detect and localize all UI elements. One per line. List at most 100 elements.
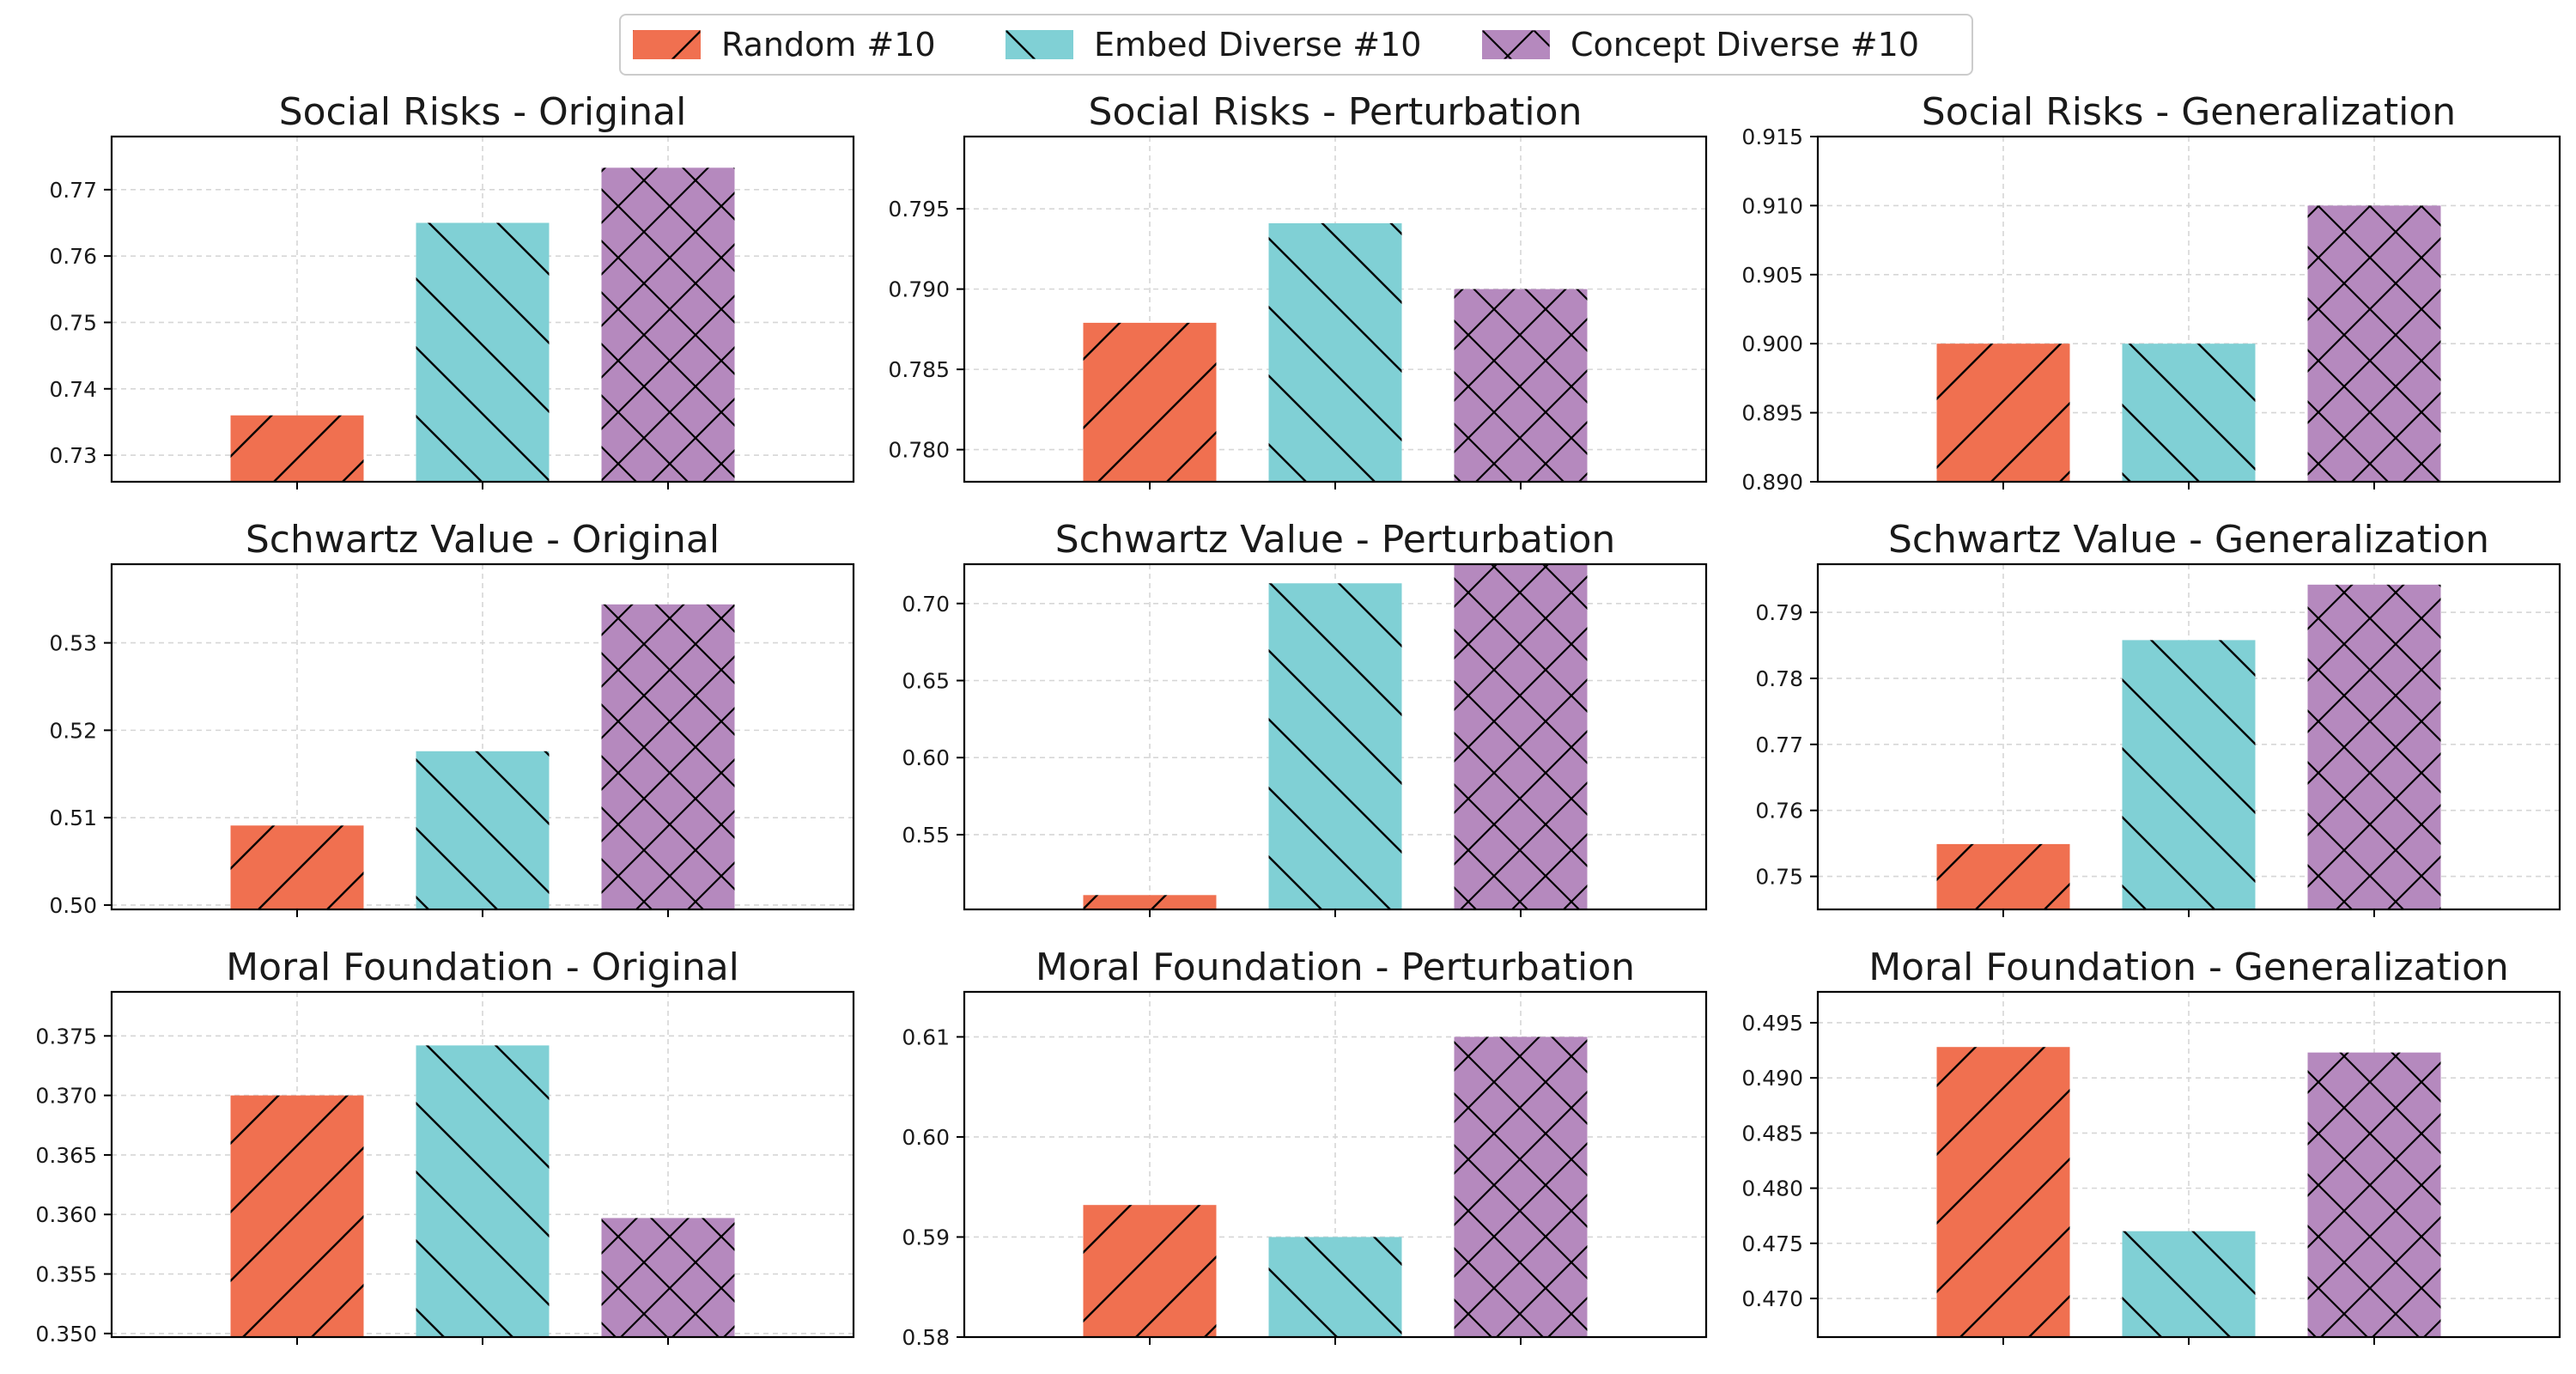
y-tick-label: 0.77 (1755, 733, 1803, 757)
y-tick-label: 0.52 (49, 718, 97, 743)
chart-panel: 0.75 0.76 0.77 0.78 0.79 Schwartz Value - Gen… (1755, 518, 2561, 917)
bars (230, 1045, 735, 1337)
chart-panel: 0.350 0.355 0.360 0.365 0.370 0.375 Moral Foun… (35, 945, 855, 1347)
bar-embed-diverse (2122, 1231, 2256, 1337)
bar-embed-diverse (416, 751, 550, 909)
y-tick-label: 0.60 (902, 1125, 950, 1150)
y-tick-label: 0.355 (35, 1262, 97, 1287)
bar-random (230, 1095, 364, 1337)
y-tick-label: 0.895 (1741, 401, 1803, 426)
y-tick-label: 0.76 (1755, 799, 1803, 824)
y-tick-label: 0.375 (35, 1024, 97, 1049)
y-tick-label: 0.53 (49, 631, 97, 656)
y-tick-label: 0.77 (49, 178, 97, 203)
bar-embed-diverse (1268, 583, 1402, 909)
legend-swatch-random (633, 30, 701, 59)
y-tick-label: 0.490 (1741, 1066, 1803, 1091)
bar-concept-diverse (601, 1218, 735, 1337)
y-tick-label: 0.55 (902, 823, 950, 848)
y-tick-label: 0.365 (35, 1143, 97, 1168)
panel-title: Social Risks - Original (279, 90, 687, 134)
y-tick-label: 0.915 (1741, 125, 1803, 149)
y-tick-label: 0.900 (1741, 331, 1803, 356)
bar-random (1936, 344, 2070, 482)
y-tick-label: 0.74 (49, 377, 97, 402)
bar-concept-diverse (2307, 584, 2441, 909)
panel-title: Moral Foundation - Generalization (1868, 945, 2509, 989)
legend-item-random: Random #10 (633, 15, 936, 74)
bar-embed-diverse (1268, 1237, 1402, 1337)
legend-label-embed-diverse: Embed Diverse #10 (1094, 26, 1422, 64)
y-tick-label: 0.79 (1755, 600, 1803, 625)
legend-label-concept-diverse: Concept Diverse #10 (1571, 26, 1919, 64)
bar-random (1936, 1047, 2070, 1337)
panel-title: Schwartz Value - Generalization (1888, 518, 2489, 562)
y-tick-label: 0.70 (902, 592, 950, 617)
y-tick-label: 0.60 (902, 745, 950, 770)
y-tick-label: 0.890 (1741, 470, 1803, 495)
bar-concept-diverse (601, 167, 735, 482)
bar-random (1083, 322, 1217, 482)
panel-title: Schwartz Value - Perturbation (1055, 518, 1616, 562)
bars (1936, 205, 2441, 482)
y-tick-label: 0.78 (1755, 666, 1803, 691)
bar-random (1936, 843, 2070, 909)
y-tick-label: 0.73 (49, 443, 97, 468)
y-tick-label: 0.61 (902, 1024, 950, 1049)
y-tick-label: 0.480 (1741, 1176, 1803, 1201)
panel-title: Moral Foundation - Original (226, 945, 739, 989)
bar-random (1083, 1205, 1217, 1337)
legend-item-concept-diverse: Concept Diverse #10 (1482, 15, 1919, 74)
bars (1083, 1037, 1588, 1337)
panel-title: Schwartz Value - Original (246, 518, 720, 562)
y-tick-label: 0.780 (888, 438, 950, 463)
panel-title: Moral Foundation - Perturbation (1036, 945, 1635, 989)
y-tick-label: 0.350 (35, 1322, 97, 1347)
chart-panel: 0.780 0.785 0.790 0.795 Social Risks - Pertu… (888, 90, 1708, 489)
y-tick-label: 0.51 (49, 806, 97, 830)
bar-concept-diverse (601, 604, 735, 909)
bars (230, 167, 735, 482)
bar-concept-diverse (2307, 205, 2441, 482)
legend-item-embed-diverse: Embed Diverse #10 (1005, 15, 1421, 74)
bars (230, 604, 735, 909)
legend-label-random: Random #10 (721, 26, 936, 64)
chart-panel: 0.470 0.475 0.480 0.485 0.490 0.495 Moral Foun… (1741, 945, 2561, 1345)
y-tick-label: 0.485 (1741, 1121, 1803, 1146)
y-tick-label: 0.790 (888, 277, 950, 302)
bar-embed-diverse (2122, 640, 2256, 909)
y-tick-label: 0.795 (888, 197, 950, 222)
bars (1936, 1047, 2441, 1337)
y-tick-label: 0.475 (1741, 1231, 1803, 1256)
chart-panel: 0.50 0.51 0.52 0.53 Schwartz Value - Origina… (49, 518, 855, 918)
y-tick-label: 0.75 (1755, 865, 1803, 890)
y-tick-label: 0.59 (902, 1225, 950, 1249)
chart-panel: 0.55 0.60 0.65 0.70 Schwartz Value - Perturb… (902, 518, 1708, 917)
legend-swatch-embed-diverse (1005, 30, 1073, 59)
bar-random (230, 415, 364, 482)
bar-random (230, 825, 364, 909)
bar-embed-diverse (416, 1045, 550, 1337)
bars (1083, 564, 1588, 909)
bar-concept-diverse (1454, 289, 1588, 482)
bar-concept-diverse (1454, 564, 1588, 909)
chart-panel: 0.890 0.895 0.900 0.905 0.910 0.915 Social Ris… (1741, 90, 2561, 495)
bar-concept-diverse (2307, 1052, 2441, 1337)
chart-panel: 0.58 0.59 0.60 0.61 Moral Foundation - Pertu… (902, 945, 1708, 1350)
legend-swatch-concept-diverse (1482, 30, 1550, 59)
legend: Random #10 Embed Diverse #10 Concept Div… (619, 14, 1973, 76)
y-tick-label: 0.910 (1741, 193, 1803, 218)
y-tick-label: 0.470 (1741, 1286, 1803, 1311)
y-tick-label: 0.785 (888, 357, 950, 382)
bar-concept-diverse (1454, 1037, 1588, 1337)
panel-title: Social Risks - Perturbation (1089, 90, 1583, 134)
y-tick-label: 0.58 (902, 1325, 950, 1350)
bars (1936, 584, 2441, 909)
y-tick-label: 0.50 (49, 893, 97, 918)
y-tick-label: 0.905 (1741, 263, 1803, 288)
bar-embed-diverse (416, 222, 550, 482)
bar-embed-diverse (1268, 222, 1402, 482)
y-tick-label: 0.65 (902, 668, 950, 693)
chart-panel: 0.73 0.74 0.75 0.76 0.77 Social Risks - Origi… (49, 90, 855, 489)
bar-random (1083, 895, 1217, 909)
